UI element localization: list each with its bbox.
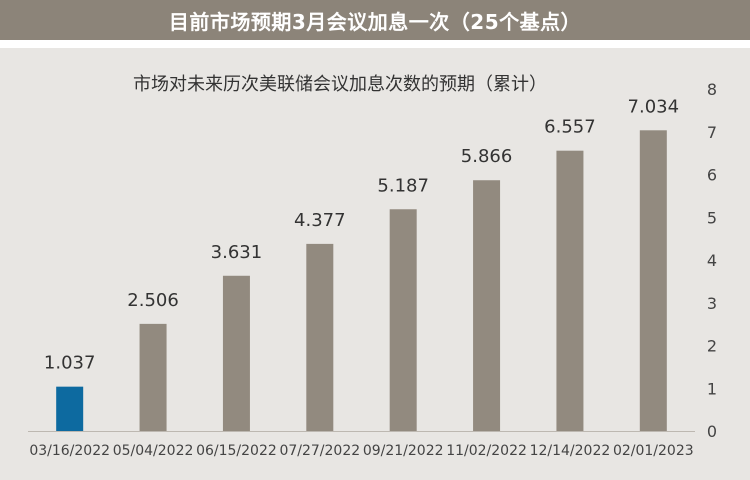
y-tick-label-2: 2 [707,337,717,356]
x-tick-label-4: 09/21/2022 [363,443,444,459]
y-tick-label-8: 8 [707,80,717,99]
header-title: 目前市场预期3月会议加息一次（25个基点） [168,9,582,34]
bar-chart: 市场对未来历次美联储会议加息次数的预期（累计） 1.037 2.506 3.631 4… [28,74,717,459]
header-banner: 目前市场预期3月会议加息一次（25个基点） [0,0,750,40]
value-label-4: 5.187 [377,175,429,196]
value-label-2: 3.631 [211,242,263,263]
bar-6 [556,150,584,432]
bar-2 [222,275,250,431]
y-tick-label-1: 1 [707,379,717,398]
value-label-6: 6.557 [544,117,596,138]
x-tick-label-2: 06/15/2022 [196,443,277,459]
value-label-0: 1.037 [44,353,96,374]
x-tick-label-3: 07/27/2022 [279,443,360,459]
value-label-7: 7.034 [628,96,680,117]
y-axis: 0 1 2 3 4 5 6 7 8 [707,80,717,441]
bar-1 [139,323,167,431]
bar-3 [306,243,334,431]
bars-group [56,130,667,432]
y-tick-label-5: 5 [707,208,717,227]
chart-panel: 市场对未来历次美联储会议加息次数的预期（累计） 1.037 2.506 3.631 4… [0,48,750,480]
x-tick-label-5: 11/02/2022 [446,443,527,459]
y-tick-label-4: 4 [707,251,717,270]
x-tick-label-7: 02/01/2023 [613,443,694,459]
x-tick-label-6: 12/14/2022 [530,443,611,459]
y-tick-label-7: 7 [707,123,717,142]
value-label-1: 2.506 [127,290,179,311]
chart-title: 市场对未来历次美联储会议加息次数的预期（累计） [133,74,547,95]
value-labels-group: 1.037 2.506 3.631 4.377 5.187 5.866 6.557 7.034 [44,96,679,373]
y-tick-label-6: 6 [707,166,717,185]
bar-4 [389,209,417,431]
y-tick-label-0: 0 [707,422,717,441]
y-tick-label-3: 3 [707,294,717,313]
value-label-3: 4.377 [294,210,346,231]
x-tick-label-0: 03/16/2022 [29,443,110,459]
x-axis: 03/16/2022 05/04/2022 06/15/2022 07/27/2022… [28,431,695,459]
bar-0 [56,386,84,431]
bar-7 [639,130,667,431]
header-divider [0,40,750,48]
bar-5 [473,180,501,431]
value-label-5: 5.866 [461,146,513,167]
x-tick-label-1: 05/04/2022 [113,443,194,459]
